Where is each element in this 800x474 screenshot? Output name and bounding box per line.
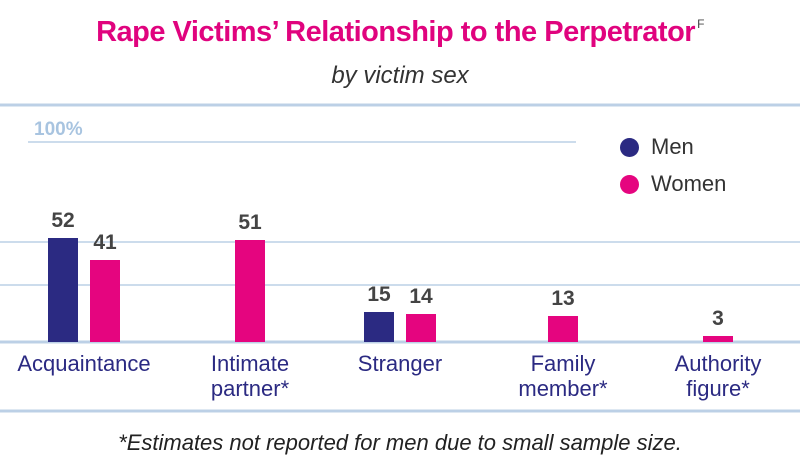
category-label-4-1: figure* <box>686 376 750 401</box>
y-axis-max-label: 100% <box>34 119 83 140</box>
bar-men-2 <box>364 312 394 342</box>
value-label-women-2: 14 <box>409 285 433 308</box>
legend-swatch-women <box>620 174 639 194</box>
legend-swatch-men <box>620 137 639 157</box>
legend-item-men: Men <box>620 134 694 160</box>
footnote: *Estimates not reported for men due to s… <box>118 430 682 455</box>
category-label-2-0: Stranger <box>358 351 442 376</box>
legend-label-men: Men <box>651 134 694 159</box>
title-note: F <box>697 17 704 31</box>
category-label-3-1: member* <box>518 376 608 401</box>
category-label-1-1: partner* <box>211 376 290 401</box>
value-label-women-3: 13 <box>551 287 574 310</box>
category-label-1-0: Intimate <box>211 351 289 376</box>
value-label-men-2: 15 <box>367 283 391 306</box>
category-label-3-0: Family <box>531 351 596 376</box>
bar-women-3 <box>548 316 578 342</box>
value-label-women-4: 3 <box>712 307 724 330</box>
value-label-women-0: 41 <box>93 231 117 254</box>
legend-label-women: Women <box>651 171 727 196</box>
legend-item-women: Women <box>620 171 726 197</box>
bar-men-0 <box>48 238 78 342</box>
bar-women-4 <box>703 336 733 342</box>
category-label-4-0: Authority <box>675 351 762 376</box>
chart-title: Rape Victims’ Relationship to the Perpet… <box>96 16 704 48</box>
bar-women-0 <box>90 260 120 342</box>
category-label-0-0: Acquaintance <box>17 351 150 376</box>
value-label-men-0: 52 <box>51 209 74 232</box>
bar-women-1 <box>235 240 265 342</box>
value-label-women-1: 51 <box>238 211 262 234</box>
chart-subtitle: by victim sex <box>331 62 469 89</box>
bar-women-2 <box>406 314 436 342</box>
